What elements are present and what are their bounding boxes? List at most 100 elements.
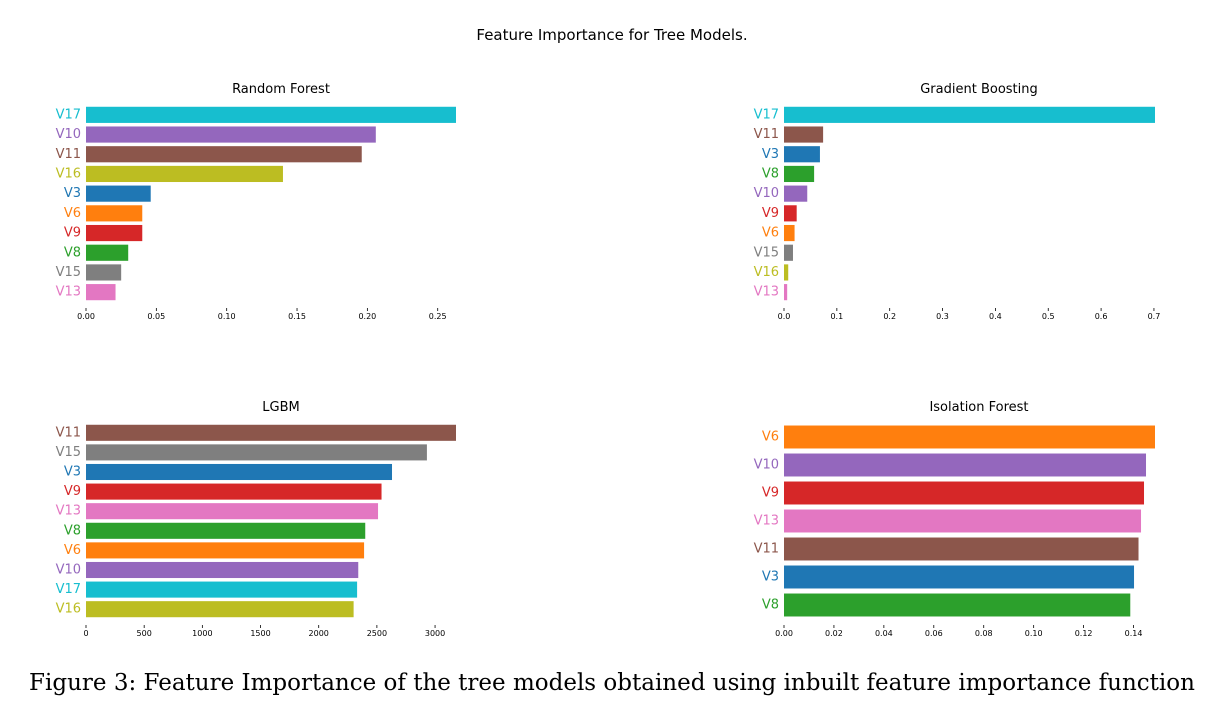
x-tick-label: 500 (137, 629, 152, 638)
category-label-v10: V10 (754, 458, 779, 473)
category-label-v10: V10 (56, 563, 81, 578)
category-label-v6: V6 (64, 206, 81, 221)
gradient-boosting-title: Gradient Boosting (920, 82, 1038, 97)
x-tick-label: 0.6 (1095, 312, 1108, 321)
bar-v13 (784, 284, 788, 301)
bar-v15 (86, 264, 122, 281)
category-label-v10: V10 (56, 127, 81, 142)
bar-v11 (784, 126, 824, 143)
bar-v13 (86, 503, 379, 520)
x-tick-label: 0.04 (875, 629, 893, 638)
x-tick-label: 0.25 (429, 312, 447, 321)
x-tick-label: 0.10 (1025, 629, 1043, 638)
figure-suptitle: Feature Importance for Tree Models. (476, 26, 747, 44)
x-tick-label: 0 (83, 629, 88, 638)
x-tick-label: 0.1 (830, 312, 843, 321)
category-label-v9: V9 (64, 484, 81, 499)
bar-v8 (86, 522, 366, 539)
lgbm-title: LGBM (262, 400, 299, 415)
x-tick-label: 0.20 (358, 312, 376, 321)
category-label-v17: V17 (56, 582, 81, 597)
bar-v9 (784, 481, 1145, 505)
x-tick-label: 1500 (250, 629, 270, 638)
category-label-v13: V13 (56, 504, 81, 519)
category-label-v9: V9 (762, 486, 779, 501)
category-label-v15: V15 (56, 265, 81, 280)
bar-v16 (86, 165, 283, 183)
x-tick-label: 0.4 (989, 312, 1002, 321)
category-label-v8: V8 (762, 598, 779, 613)
category-label-v6: V6 (762, 430, 779, 445)
category-label-v15: V15 (56, 445, 81, 460)
x-tick-label: 0.00 (77, 312, 95, 321)
bar-v3 (86, 463, 393, 481)
bar-v6 (86, 205, 143, 222)
x-tick-label: 1000 (192, 629, 212, 638)
bar-v17 (86, 581, 358, 598)
bar-v10 (86, 126, 376, 143)
category-label-v8: V8 (64, 245, 81, 260)
feature-importance-figure: Feature Importance for Tree Models. Rand… (56, 26, 1161, 638)
bar-v11 (86, 424, 456, 441)
isolation-forest-panel: Isolation Forest V6 V10 V9 V13 V11 V3 V8 0.00 0.… (754, 400, 1155, 638)
category-label-v13: V13 (754, 285, 779, 300)
bar-v11 (86, 146, 362, 163)
category-label-v6: V6 (762, 226, 779, 241)
bar-v6 (784, 425, 1155, 449)
category-label-v16: V16 (56, 602, 81, 617)
bar-v3 (784, 565, 1135, 589)
x-tick-label: 0.3 (936, 312, 949, 321)
bar-v13 (86, 284, 116, 301)
x-tick-label: 0.2 (883, 312, 896, 321)
bar-v16 (784, 264, 789, 281)
bar-v9 (86, 224, 143, 242)
bar-v11 (784, 537, 1139, 561)
bar-v10 (784, 185, 808, 202)
x-tick-label: 0.15 (288, 312, 306, 321)
category-label-v16: V16 (56, 166, 81, 181)
x-tick-label: 0.10 (218, 312, 236, 321)
bar-v15 (784, 244, 793, 261)
category-label-v9: V9 (762, 206, 779, 221)
random-forest-panel: Random Forest V17 V10 V11 V16 V3 V6 V9 V8 V15 V13… (56, 82, 456, 321)
category-label-v11: V11 (754, 542, 779, 557)
bar-v9 (784, 205, 797, 222)
gradient-boosting-panel: Gradient Boosting V17 V11 V3 V8 V10 V9 V6 V15 V1… (754, 82, 1161, 321)
bar-v13 (784, 509, 1142, 533)
x-tick-label: 3000 (425, 629, 445, 638)
random-forest-title: Random Forest (232, 82, 330, 97)
category-label-v3: V3 (64, 186, 81, 201)
x-tick-label: 0.5 (1042, 312, 1055, 321)
bar-v8 (784, 593, 1131, 617)
bar-v10 (784, 453, 1147, 477)
bar-v6 (86, 542, 365, 559)
category-label-v11: V11 (754, 127, 779, 142)
x-tick-label: 0.02 (825, 629, 843, 638)
category-label-v8: V8 (64, 523, 81, 538)
x-tick-label: 0.0 (778, 312, 791, 321)
category-label-v16: V16 (754, 265, 779, 280)
x-tick-label: 0.14 (1125, 629, 1143, 638)
category-label-v10: V10 (754, 186, 779, 201)
category-label-v3: V3 (64, 465, 81, 480)
category-label-v3: V3 (762, 147, 779, 162)
category-label-v3: V3 (762, 570, 779, 585)
x-tick-label: 2000 (309, 629, 329, 638)
x-tick-label: 0.06 (925, 629, 943, 638)
x-tick-label: 0.08 (975, 629, 993, 638)
bar-v17 (784, 106, 1155, 123)
bar-v3 (86, 185, 151, 202)
category-label-v8: V8 (762, 166, 779, 181)
x-tick-label: 0.12 (1075, 629, 1093, 638)
bar-v10 (86, 561, 359, 579)
isolation-forest-title: Isolation Forest (929, 400, 1028, 415)
figure-caption: Figure 3: Feature Importance of the tree… (29, 670, 1195, 696)
category-label-v17: V17 (754, 107, 779, 122)
bar-v9 (86, 483, 382, 500)
category-label-v17: V17 (56, 107, 81, 122)
x-tick-label: 2500 (367, 629, 387, 638)
category-label-v9: V9 (64, 226, 81, 241)
category-label-v13: V13 (56, 285, 81, 300)
category-label-v15: V15 (754, 245, 779, 260)
bar-v8 (86, 244, 129, 261)
